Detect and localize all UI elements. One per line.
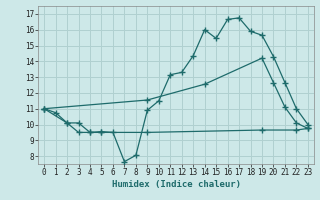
X-axis label: Humidex (Indice chaleur): Humidex (Indice chaleur) — [111, 180, 241, 189]
